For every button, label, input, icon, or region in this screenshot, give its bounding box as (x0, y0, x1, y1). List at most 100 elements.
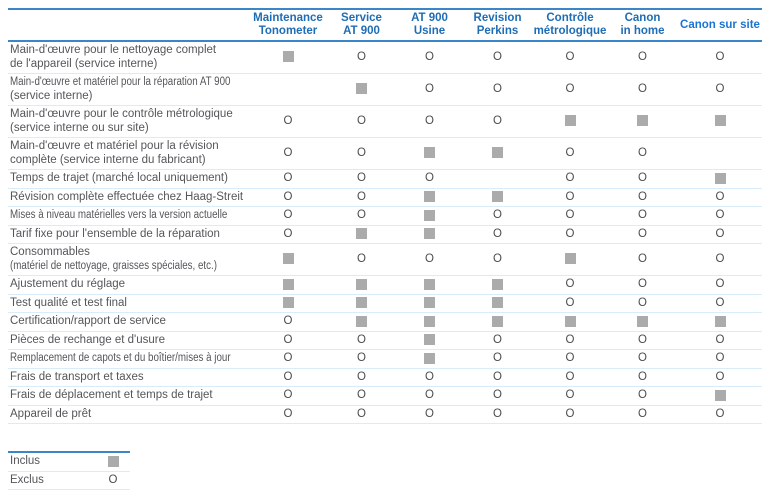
included-marker (326, 297, 397, 310)
excluded-marker: O (715, 352, 725, 365)
table-row: Tarif fixe pour l'ensemble de la réparat… (8, 226, 762, 244)
excluded-marker: O (638, 253, 647, 265)
excluded-marker: O (565, 227, 575, 240)
excluded-marker: O (425, 51, 434, 63)
table-row: Pièces de rechange et d'usure O O O O O O (8, 332, 762, 350)
table-row: Main-d'œuvre et matériel pour la révisio… (8, 138, 762, 170)
legend-row: Inclus (8, 453, 130, 472)
excluded-marker: O (357, 115, 366, 127)
header-row: Maintenance Tonometer Service AT 900 AT 900 U… (8, 8, 762, 42)
row-label: Test qualité et test final (10, 296, 127, 309)
excluded-marker: O (715, 333, 725, 346)
row-label: Temps de trajet (marché local uniquement… (10, 172, 228, 184)
included-marker (397, 315, 462, 328)
excluded-marker: O (565, 333, 575, 346)
excluded-marker: O (565, 389, 575, 402)
included-marker (678, 315, 762, 328)
included-marker (678, 115, 762, 128)
excluded-marker: O (357, 352, 366, 365)
included-marker (397, 334, 462, 347)
excluded-marker: O (425, 172, 434, 185)
included-square-icon (282, 278, 294, 290)
included-marker (462, 147, 533, 160)
included-marker (397, 297, 462, 310)
row-label: Consommables (matériel de nettoyage, grai… (10, 246, 218, 272)
included-marker (462, 191, 533, 204)
included-square-icon (424, 147, 435, 159)
included-marker (326, 315, 397, 328)
excluded-marker: O (715, 407, 725, 420)
excluded-marker: O (425, 115, 434, 127)
excluded-marker: O (357, 51, 366, 63)
included-square-icon (356, 278, 367, 290)
excluded-marker: O (565, 147, 575, 159)
excluded-marker: O (715, 296, 725, 309)
excluded-marker: O (565, 296, 575, 309)
included-square-icon (424, 315, 435, 327)
legend-label: Exclus (10, 473, 44, 486)
excluded-marker: O (493, 389, 502, 402)
included-marker (607, 115, 678, 128)
row-label: Main-d'œuvre et matériel pour la révisio… (10, 140, 219, 166)
included-marker (462, 278, 533, 291)
excluded-marker: O (638, 278, 647, 291)
included-marker (397, 191, 462, 204)
included-square-icon (356, 297, 367, 309)
excluded-marker: O (283, 115, 293, 127)
row-label: Appareil de prêt (10, 407, 92, 420)
excluded-marker: O (425, 407, 434, 420)
included-square-icon (637, 115, 648, 127)
excluded-marker: O (283, 370, 293, 383)
table-row: Main-d'œuvre et matériel pour la réparat… (8, 74, 762, 106)
excluded-marker: O (493, 83, 502, 95)
excluded-marker: O (565, 278, 575, 291)
included-square-icon (564, 115, 576, 127)
excluded-marker: O (283, 209, 293, 222)
included-square-icon (564, 315, 576, 327)
table-row: Frais de déplacement et temps de trajet O… (8, 387, 762, 406)
included-square-icon (424, 209, 435, 221)
legend-label: Inclus (10, 455, 41, 467)
included-square-icon (282, 51, 294, 63)
excluded-marker: O (715, 227, 725, 240)
excluded-marker: O (638, 407, 647, 420)
excluded-marker: O (493, 115, 502, 127)
excluded-marker: O (357, 370, 366, 383)
excluded-marker: O (715, 253, 725, 265)
excluded-marker: O (715, 278, 725, 291)
included-square-icon (424, 334, 435, 346)
excluded-marker: O (283, 227, 293, 240)
excluded-marker: O (425, 389, 434, 402)
included-square-icon (714, 172, 726, 184)
excluded-marker: O (638, 333, 647, 346)
column-header: Canon in home (620, 12, 665, 37)
excluded-marker: O (493, 227, 502, 240)
excluded-marker: O (357, 333, 366, 346)
excluded-marker: O (493, 333, 502, 346)
excluded-marker: O (638, 83, 647, 95)
included-square-icon (637, 315, 648, 327)
excluded-marker: O (357, 407, 366, 420)
included-square-icon (356, 83, 367, 95)
excluded-marker: O (283, 389, 293, 402)
included-marker (397, 352, 462, 365)
excluded-marker: O (283, 333, 293, 346)
column-header: Canon sur site (680, 18, 760, 31)
included-square-icon (107, 455, 119, 467)
row-label: Frais de déplacement et temps de trajet (10, 389, 213, 401)
included-marker (462, 315, 533, 328)
included-square-icon (424, 278, 435, 290)
table-row: Appareil de prêt O O O O O O O (8, 406, 762, 424)
included-marker (678, 389, 762, 402)
included-square-icon (282, 253, 294, 265)
excluded-marker: O (638, 296, 647, 309)
table-row: Certification/rapport de service O (8, 313, 762, 332)
excluded-marker: O (715, 83, 725, 95)
excluded-marker: O (565, 209, 575, 222)
table-row: Main-d'œuvre pour le contrôle métrologiq… (8, 106, 762, 138)
included-square-icon (492, 315, 503, 327)
table-row: Remplacement de capots et du boîtier/mis… (8, 350, 762, 369)
table-row: Révision complète effectuée chez Haag-St… (8, 189, 762, 207)
included-marker (533, 253, 607, 266)
